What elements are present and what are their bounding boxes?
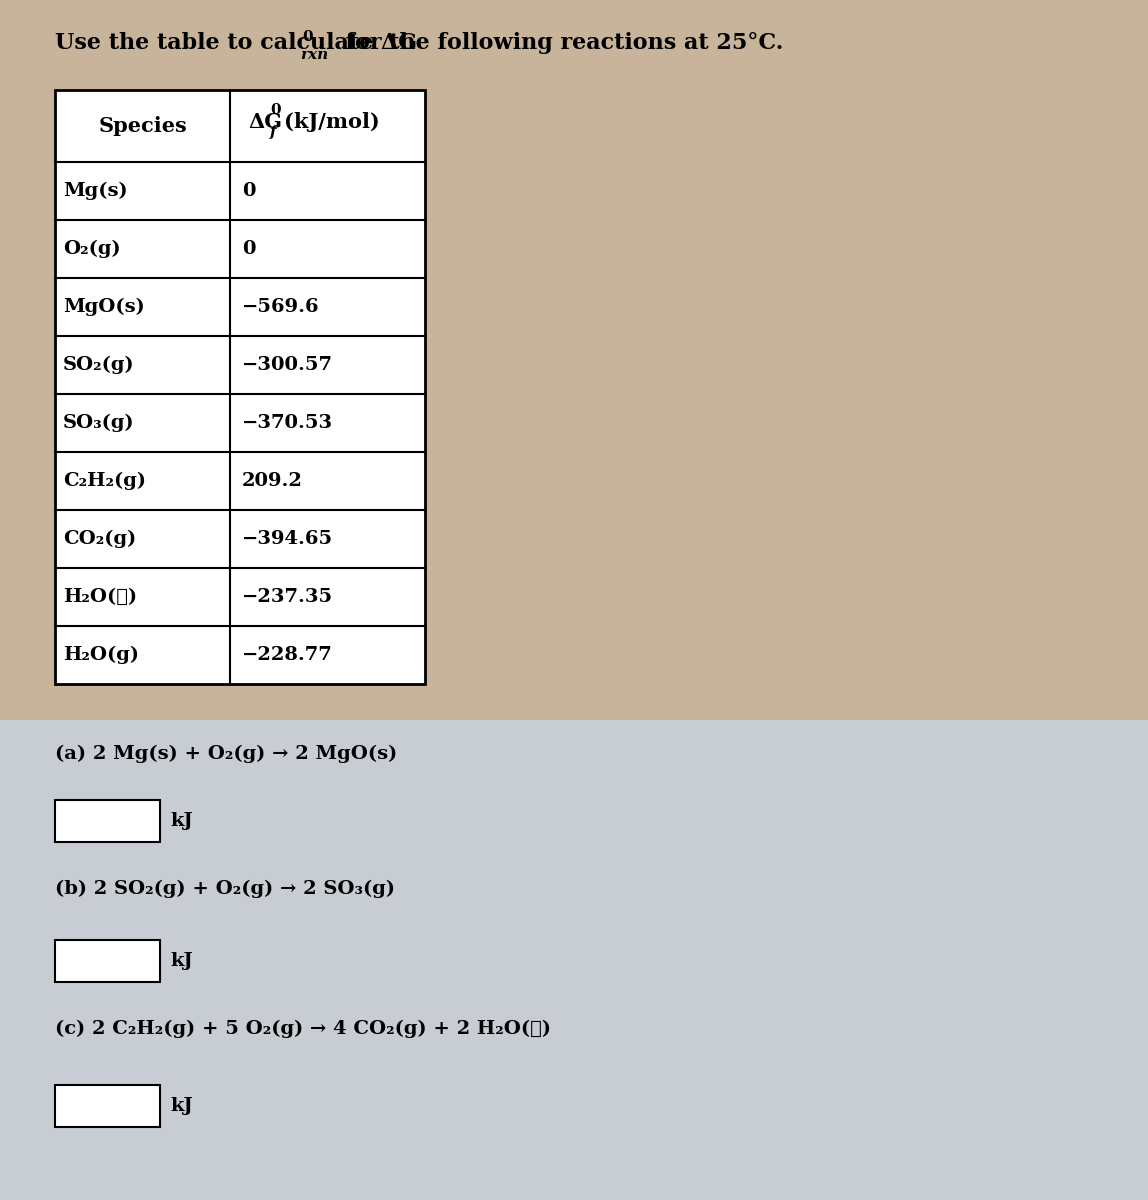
Bar <box>55 800 160 842</box>
Text: (c) 2 C₂H₂(g) + 5 O₂(g) → 4 CO₂(g) + 2 H₂O(ℓ): (c) 2 C₂H₂(g) + 5 O₂(g) → 4 CO₂(g) + 2 H… <box>55 1020 551 1038</box>
Text: 0: 0 <box>302 30 313 44</box>
Text: C₂H₂(g): C₂H₂(g) <box>63 472 146 490</box>
Text: Species: Species <box>98 116 187 136</box>
Text: 0: 0 <box>242 240 256 258</box>
Text: ΔG: ΔG <box>248 112 282 132</box>
Text: kJ: kJ <box>170 952 193 970</box>
Text: CO₂(g): CO₂(g) <box>63 530 137 548</box>
Text: 0: 0 <box>270 103 280 116</box>
Text: (b) 2 SO₂(g) + O₂(g) → 2 SO₃(g): (b) 2 SO₂(g) + O₂(g) → 2 SO₃(g) <box>55 880 395 899</box>
Text: MgO(s): MgO(s) <box>63 298 145 316</box>
Text: H₂O(g): H₂O(g) <box>63 646 139 664</box>
Bar <box>55 90 425 684</box>
Text: kJ: kJ <box>170 1097 193 1115</box>
Text: −237.35: −237.35 <box>242 588 333 606</box>
Text: Use the table to calculate ΔG: Use the table to calculate ΔG <box>55 32 417 54</box>
Text: SO₂(g): SO₂(g) <box>63 356 134 374</box>
Text: −394.65: −394.65 <box>242 530 333 548</box>
Text: −370.53: −370.53 <box>242 414 333 432</box>
Text: −569.6: −569.6 <box>242 298 319 316</box>
Text: H₂O(ℓ): H₂O(ℓ) <box>63 588 137 606</box>
Text: (a) 2 Mg(s) + O₂(g) → 2 MgO(s): (a) 2 Mg(s) + O₂(g) → 2 MgO(s) <box>55 745 397 763</box>
Bar <box>55 90 425 684</box>
Text: f: f <box>270 125 277 139</box>
Text: SO₃(g): SO₃(g) <box>63 414 134 432</box>
Text: 0: 0 <box>242 182 256 200</box>
Text: −300.57: −300.57 <box>242 356 333 374</box>
Bar <box>55 940 160 982</box>
Text: rxn: rxn <box>301 48 328 62</box>
Text: kJ: kJ <box>170 812 193 830</box>
Text: 209.2: 209.2 <box>242 472 303 490</box>
Text: for the following reactions at 25°C.: for the following reactions at 25°C. <box>331 32 784 54</box>
Bar <box>55 1085 160 1127</box>
Text: −228.77: −228.77 <box>242 646 333 664</box>
Bar <box>0 720 1148 1200</box>
Text: (kJ/mol): (kJ/mol) <box>284 112 380 132</box>
Text: Mg(s): Mg(s) <box>63 182 127 200</box>
Text: O₂(g): O₂(g) <box>63 240 121 258</box>
